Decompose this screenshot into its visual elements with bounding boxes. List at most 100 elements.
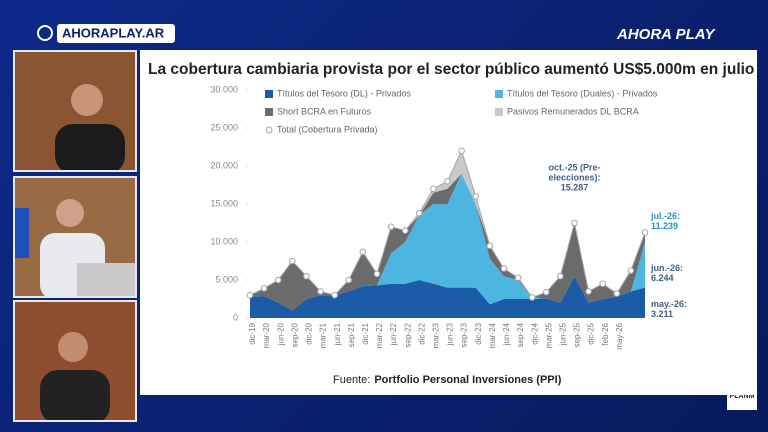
total-marker <box>387 223 395 231</box>
total-marker <box>542 288 550 296</box>
x-tick-label: dic-25 <box>587 322 596 344</box>
x-tick-label: mar-21 <box>319 322 328 348</box>
annotation: may.-26: <box>651 299 687 309</box>
total-marker <box>401 227 409 234</box>
annotation: elecciones): <box>548 172 600 182</box>
total-marker <box>585 288 592 295</box>
legend-swatch <box>265 108 273 116</box>
x-tick-label: sep-20 <box>290 322 299 347</box>
annotation: jul.-26: <box>650 211 680 221</box>
y-tick-label: 5.000 <box>215 274 238 284</box>
annotation: 3.211 <box>651 309 673 319</box>
x-tick-label: mar-24 <box>488 322 497 348</box>
annotation: jun.-26: <box>650 263 683 273</box>
x-tick-label: dic-19 <box>248 322 257 344</box>
corner-logo: PLANM <box>730 393 755 400</box>
x-tick-label: jun-22 <box>389 322 398 346</box>
total-marker <box>472 193 480 200</box>
area <box>250 173 645 311</box>
x-tick-label: mar-20 <box>262 322 271 348</box>
y-tick-label: 0 <box>233 312 238 322</box>
legend-label: Short BCRA en Futuros <box>277 106 372 116</box>
total-marker <box>274 276 282 284</box>
annotation: 15.287 <box>561 182 589 192</box>
legend-swatch <box>495 108 503 116</box>
video-tile <box>13 50 137 172</box>
source-prefix: Fuente: <box>333 374 370 386</box>
x-tick-label: sep-25 <box>573 322 582 347</box>
chart: La cobertura cambiaria provista por el s… <box>140 50 757 395</box>
legend-swatch <box>495 90 503 98</box>
legend-swatch <box>265 90 273 98</box>
total-marker <box>260 285 268 292</box>
globe-icon <box>37 25 53 41</box>
x-tick-label: mar-25 <box>544 322 553 348</box>
total-marker <box>444 177 451 185</box>
chart-title: La cobertura cambiaria provista por el s… <box>148 61 754 78</box>
source: Fuente: Portfolio Personal Inversiones (P… <box>333 374 562 386</box>
x-tick-label: jun-21 <box>333 322 342 346</box>
logo-left: AHORAPLAY.AR <box>62 25 165 40</box>
total-marker <box>246 291 254 299</box>
total-marker <box>557 272 564 280</box>
x-tick-label: mar-22 <box>375 322 384 348</box>
x-tick-label: jun-20 <box>276 322 285 346</box>
y-tick-label: 15.000 <box>210 198 238 208</box>
x-tick-label: sep-24 <box>516 322 525 347</box>
legend-label: Títulos del Tesoro (Duales) - Privados <box>507 88 658 98</box>
source-name: Portfolio Personal Inversiones (PPI) <box>374 374 561 386</box>
annotation: 11.239 <box>651 221 678 231</box>
total-marker <box>486 242 494 250</box>
total-marker <box>289 257 296 265</box>
total-marker <box>430 185 437 193</box>
y-tick-label: 30.000 <box>210 84 238 94</box>
x-tick-label: dic-21 <box>361 322 370 344</box>
person <box>15 178 135 296</box>
total-marker <box>458 147 465 155</box>
logo-box <box>57 24 175 43</box>
total-marker <box>373 270 381 278</box>
total-marker <box>627 267 635 274</box>
x-tick-label: dic-23 <box>474 322 483 344</box>
x-tick-label: jun-24 <box>502 322 511 346</box>
x-tick-label: sep-23 <box>460 322 469 347</box>
area <box>250 173 645 311</box>
annotation: oct.-25 (Pre- <box>548 162 600 172</box>
area <box>250 276 645 318</box>
total-marker <box>528 294 536 301</box>
total-marker <box>599 280 606 288</box>
x-tick-label: dic-24 <box>530 322 539 344</box>
x-tick-label: dic-20 <box>305 322 314 344</box>
total-marker <box>317 288 324 295</box>
y-tick-label: 10.000 <box>210 236 238 246</box>
total-marker <box>514 274 522 282</box>
person <box>15 52 135 170</box>
legend-label: Total (Cobertura Privada) <box>277 124 378 134</box>
total-marker <box>613 290 621 297</box>
x-tick-label: may-26 <box>615 322 624 349</box>
x-tick-label: sep-22 <box>403 322 412 347</box>
person <box>15 302 135 420</box>
video-tile <box>13 176 137 298</box>
total-marker <box>345 276 353 284</box>
total-marker <box>500 265 508 272</box>
total-marker <box>331 291 338 299</box>
total-marker <box>359 248 367 256</box>
x-tick-label: feb-26 <box>601 322 610 345</box>
legend-marker <box>265 126 273 134</box>
total-marker <box>571 219 578 227</box>
annotation: 6.244 <box>651 273 674 283</box>
total-marker <box>415 209 423 217</box>
total-marker <box>641 229 649 236</box>
x-tick-label: jun-23 <box>446 322 455 346</box>
legend-label: Títulos del Tesoro (DL) - Privados <box>277 88 411 98</box>
total-marker <box>303 272 310 280</box>
x-tick-label: jun-25 <box>558 322 567 346</box>
x-tick-label: sep-21 <box>347 322 356 347</box>
video-tile <box>13 300 137 422</box>
y-tick-label: 25.000 <box>210 122 238 132</box>
logo-right: AHORA PLAY <box>616 26 716 43</box>
x-tick-label: mar-23 <box>432 322 441 348</box>
